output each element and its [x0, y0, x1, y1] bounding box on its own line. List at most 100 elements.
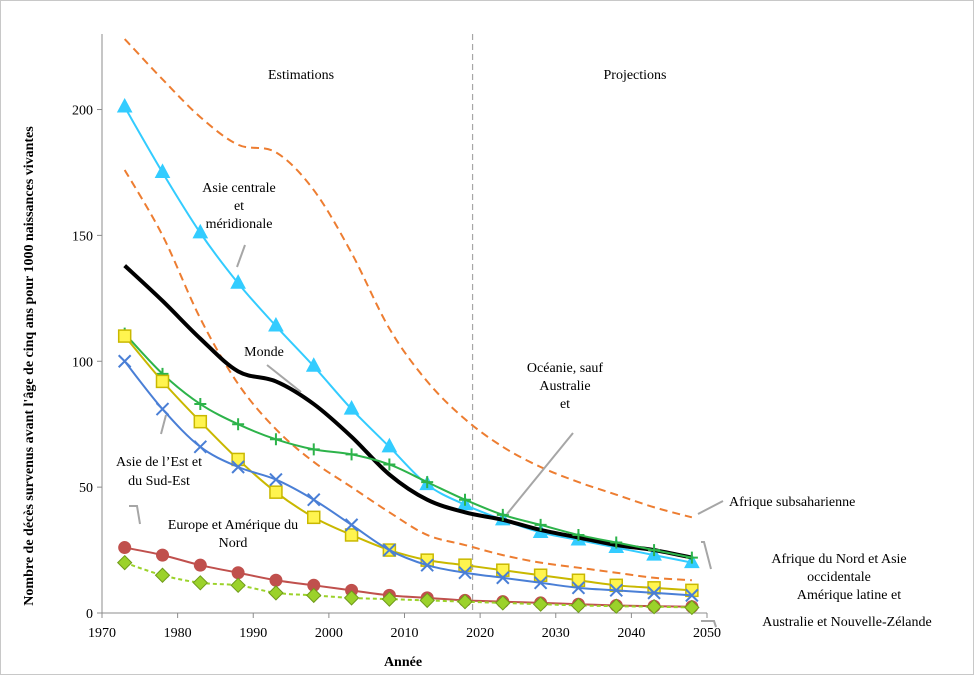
- central_south_asia-point: [381, 437, 398, 453]
- y-tick-label: 150: [72, 229, 93, 244]
- x-tick-label: 2000: [315, 626, 343, 641]
- x-tick-label: 2040: [617, 626, 645, 641]
- east_southeast_asia-point: [155, 402, 170, 416]
- australia_nz-point: [684, 599, 700, 616]
- east_southeast_asia-point: [685, 588, 699, 603]
- latin_america-point: [344, 528, 359, 542]
- europe_north_america-point: [118, 541, 132, 555]
- east_southeast_asia-point: [571, 581, 586, 595]
- latin_america-point: [307, 510, 321, 525]
- label-latin-america: Amérique latine et: [797, 588, 901, 603]
- latin_america-line: [123, 335, 692, 592]
- east_southeast_asia-point: [344, 518, 359, 532]
- label-europe-north-america: Europe et Amérique du Nord: [168, 518, 298, 551]
- leader-world: [266, 364, 302, 393]
- label-north-africa-west-asia: Afrique du Nord et Asie occidentale: [771, 552, 906, 585]
- leader-oceania: [506, 432, 574, 515]
- north_africa_west_asia-point: [648, 544, 661, 557]
- estimations-label: Estimations: [268, 68, 334, 83]
- projections-label: Projections: [604, 68, 667, 83]
- australia_nz-point: [381, 591, 398, 607]
- latin_america-point: [117, 329, 132, 343]
- leader-australia-nz: [701, 620, 717, 628]
- x-tick-label: 2020: [466, 626, 494, 641]
- north_africa_west_asia-point: [496, 508, 509, 521]
- north_africa_west_asia-point: [534, 518, 547, 531]
- australia_nz-point: [116, 554, 133, 571]
- north_africa_west_asia-point: [383, 458, 396, 471]
- north_africa_west_asia-point: [345, 448, 358, 461]
- east_southeast_asia-point: [231, 460, 245, 474]
- central_south_asia-point: [116, 97, 133, 113]
- north_africa_west_asia-point: [685, 551, 698, 564]
- latin_america-point: [571, 573, 586, 588]
- x-tick-label: 1990: [239, 626, 267, 641]
- latin_america-point: [458, 558, 472, 572]
- australia_nz-point: [419, 592, 435, 609]
- north_africa_west_asia-point: [572, 528, 585, 541]
- europe_north_america-point: [193, 558, 207, 572]
- ssa_lower-line: [123, 169, 692, 582]
- east_southeast_asia-point: [458, 566, 472, 580]
- australia_nz-point: [457, 593, 473, 610]
- leader-central-south-asia: [236, 244, 246, 268]
- australia_nz-point: [570, 597, 587, 614]
- east_southeast_asia-point: [117, 354, 132, 368]
- x-tick-label: 2010: [391, 626, 419, 641]
- east_southeast_asia-series: [117, 354, 699, 603]
- central_south_asia-point: [192, 223, 209, 239]
- x-axis-title: Année: [384, 655, 422, 670]
- east_southeast_asia-point: [533, 576, 548, 590]
- x-tick-label: 2030: [542, 626, 570, 641]
- latin_america-point: [533, 568, 548, 582]
- central_south_asia-point: [230, 274, 246, 289]
- australia_nz-point: [268, 585, 284, 601]
- australia_nz-line: [124, 561, 692, 609]
- label-world: Monde: [244, 345, 284, 360]
- australia_nz-series: [116, 554, 700, 616]
- y-tick-label: 50: [79, 481, 93, 496]
- east_southeast_asia-point: [193, 440, 208, 454]
- europe_north_america-point: [156, 548, 169, 562]
- latin_america-point: [155, 374, 170, 389]
- east_southeast_asia-point: [307, 493, 321, 507]
- europe_north_america-point: [269, 573, 283, 587]
- x-tick-label: 2050: [693, 626, 721, 641]
- central_south_asia-series: [116, 97, 700, 569]
- north_africa_west_asia-point: [269, 433, 282, 446]
- latin_america-series: [117, 329, 699, 598]
- north_africa_west_asia-point: [421, 476, 434, 489]
- y-tick-label: 200: [72, 104, 93, 119]
- east_southeast_asia-point: [609, 583, 623, 598]
- world-line: [123, 264, 693, 560]
- leader-north-africa-west-asia: [701, 541, 712, 570]
- east_southeast_asia-point: [269, 472, 283, 487]
- north_africa_west_asia-point: [459, 493, 471, 506]
- y-tick-label: 0: [86, 607, 93, 622]
- leader-europe-north-america: [129, 505, 141, 525]
- x-tick-label: 1970: [88, 626, 116, 641]
- latin_america-point: [269, 485, 283, 499]
- leader-east-southeast-asia: [160, 414, 167, 435]
- label-central-south-asia: Asie centrale et méridionale: [202, 181, 275, 232]
- leader-sub-saharan-africa: [697, 500, 724, 515]
- north_africa_west_asia-point: [232, 418, 245, 431]
- ssa_lower-series: [123, 169, 692, 582]
- east_southeast_asia-point: [420, 558, 434, 572]
- label-australia-nz: Australie et Nouvelle-Zélande: [762, 615, 931, 630]
- north_africa_west_asia-point: [194, 398, 207, 411]
- ssa_upper-series: [123, 38, 693, 519]
- world-series: [123, 264, 693, 560]
- north_africa_west_asia-point: [610, 536, 623, 549]
- central_south_asia-line: [123, 106, 693, 564]
- central_south_asia-point: [154, 163, 171, 178]
- australia_nz-point: [343, 590, 360, 606]
- label-sub-saharan-africa: Afrique subsaharienne: [729, 495, 855, 510]
- australia_nz-point: [306, 587, 322, 604]
- australia_nz-point: [646, 598, 662, 615]
- y-axis-title: Nombre de décès survenus avant l'âge de …: [22, 126, 37, 606]
- label-east-southeast-asia: Asie de l’Est et du Sud-Est: [116, 455, 202, 489]
- australia_nz-point: [532, 596, 549, 612]
